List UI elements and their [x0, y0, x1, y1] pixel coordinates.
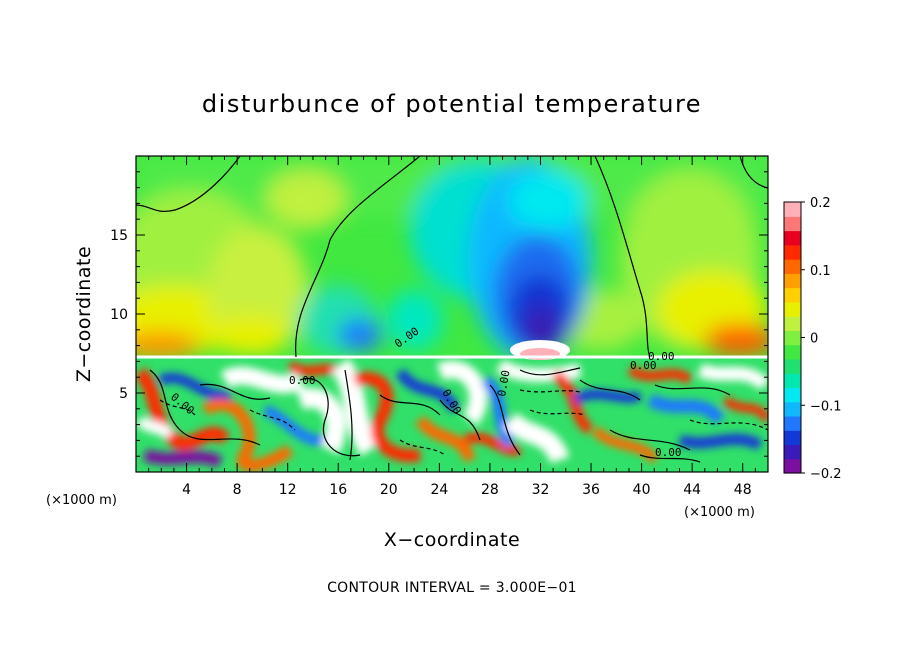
contour-label: 0.00	[630, 359, 657, 372]
x-tick-label: 24	[430, 482, 448, 498]
y-axis: 5 10 15	[110, 171, 768, 457]
colorbar-swatch	[784, 301, 801, 317]
colorbar-swatch	[784, 287, 801, 303]
colorbar-swatch	[784, 444, 801, 460]
y-tick-label: 15	[110, 228, 128, 244]
colorbar-swatch	[784, 430, 801, 446]
colorbar-swatch	[784, 216, 801, 232]
colorbar: 0.2 0.1 0 −0.1 −0.2	[783, 196, 842, 482]
x-tick-label: 36	[582, 482, 600, 498]
x-tick-label: 12	[279, 482, 297, 498]
x-tick-label: 4	[182, 482, 191, 498]
contour-label: 0.00	[648, 350, 675, 363]
colorbar-tick-label: −0.2	[810, 467, 842, 482]
plot-area: 0.00 0.00 0.00 0.00 0.00 0.00 0.00 0.00 …	[110, 155, 769, 498]
contour-label: 0.00	[495, 369, 512, 397]
heatmap-field	[136, 156, 768, 472]
colorbar-tick-label: −0.1	[810, 399, 842, 414]
x-axis-label: X−coordinate	[384, 529, 520, 551]
contour-interval-note: CONTOUR INTERVAL = 3.000E−01	[327, 580, 577, 596]
x-tick-label: 40	[633, 482, 651, 498]
colorbar-swatch	[784, 330, 801, 346]
x-unit-label: (×1000 m)	[46, 493, 117, 508]
colorbar-swatch	[784, 230, 801, 246]
y-tick-label: 5	[119, 386, 128, 402]
colorbar-swatch	[784, 415, 801, 431]
colorbar-swatch	[784, 358, 801, 374]
colorbar-swatch	[784, 316, 801, 331]
colorbar-swatches	[784, 202, 801, 474]
colorbar-ticks: 0.2 0.1 0 −0.1 −0.2	[801, 196, 842, 482]
colorbar-tick-label: 0.1	[810, 264, 831, 279]
contour-label: 0.00	[655, 446, 682, 459]
colorbar-swatch	[784, 373, 801, 389]
x-tick-label: 32	[532, 482, 550, 498]
y-tick-label: 10	[110, 307, 128, 323]
colorbar-swatch	[784, 244, 801, 260]
colorbar-swatch	[784, 273, 801, 289]
x-unit-label-right: (×1000 m)	[684, 505, 755, 520]
colorbar-tick-label: 0	[810, 332, 818, 347]
colorbar-swatch	[784, 458, 801, 474]
upper-smooth-field	[136, 156, 768, 360]
zero-contours	[136, 156, 768, 463]
contour-labels: 0.00 0.00 0.00 0.00 0.00 0.00 0.00 0.00	[168, 325, 681, 459]
colorbar-swatch	[784, 202, 801, 217]
colorbar-swatch	[784, 344, 801, 360]
x-tick-label: 28	[481, 482, 499, 498]
y-axis-label: Z−coordinate	[73, 246, 95, 382]
x-axis: 4 8 12 16 20 24 28 32 36 40 44 48	[148, 156, 756, 498]
colorbar-swatch	[784, 401, 801, 417]
chart-title: disturbunce of potential temperature	[202, 90, 702, 118]
colorbar-swatch	[784, 387, 801, 403]
contour-label: 0.00	[289, 374, 316, 387]
x-tick-label: 8	[233, 482, 242, 498]
x-tick-label: 44	[683, 482, 701, 498]
colorbar-swatch	[784, 259, 801, 274]
x-tick-label: 20	[380, 482, 398, 498]
x-tick-label: 48	[734, 482, 752, 498]
x-tick-label: 16	[329, 482, 347, 498]
colorbar-tick-label: 0.2	[810, 196, 831, 211]
